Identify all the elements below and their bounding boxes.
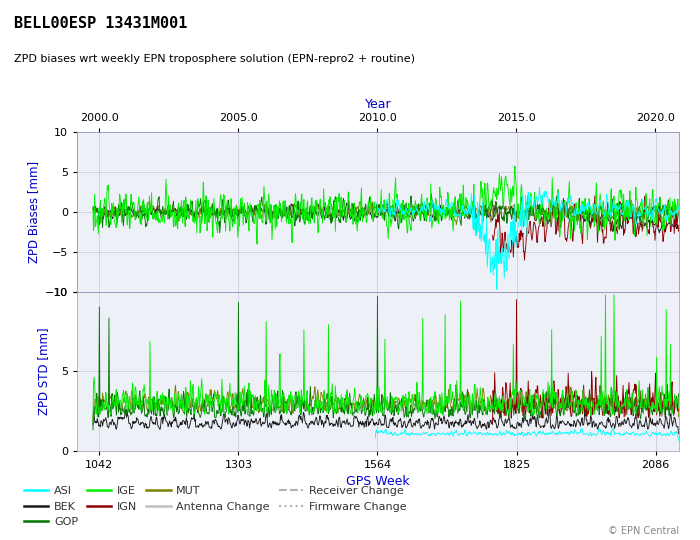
- Y-axis label: ZPD STD [mm]: ZPD STD [mm]: [37, 327, 50, 415]
- X-axis label: GPS Week: GPS Week: [346, 476, 410, 489]
- Legend: ASI, BEK, GOP, IGE, IGN, MUT, Antenna Change, Receiver Change, Firmware Change: ASI, BEK, GOP, IGE, IGN, MUT, Antenna Ch…: [20, 482, 411, 532]
- Y-axis label: ZPD Biases [mm]: ZPD Biases [mm]: [27, 161, 41, 263]
- X-axis label: Year: Year: [365, 98, 391, 111]
- Text: BELL00ESP 13431M001: BELL00ESP 13431M001: [14, 16, 188, 31]
- Text: © EPN Central: © EPN Central: [608, 525, 679, 536]
- Text: ZPD biases wrt weekly EPN troposphere solution (EPN-repro2 + routine): ZPD biases wrt weekly EPN troposphere so…: [14, 54, 415, 64]
